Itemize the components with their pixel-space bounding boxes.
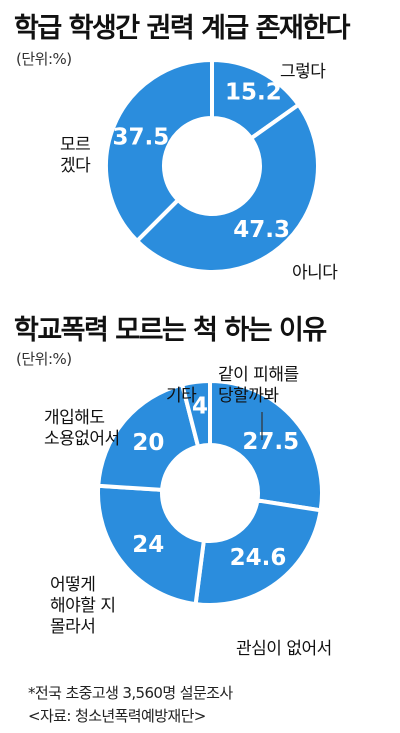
slice-1 (134, 101, 320, 274)
slice-value-label-0: 15.2 (225, 80, 282, 106)
slice-value-label-0: 27.5 (242, 429, 299, 455)
slice-category-label-2: 모르 겠다 (60, 135, 91, 176)
chart2-title: 학교폭력 모르는 척 하는 이유 (14, 315, 327, 346)
slice-2 (96, 483, 207, 607)
footer-source: <자료: 청소년폭력예방재단> (28, 707, 206, 725)
chart2-donut: 27.5 같이 피해를 당할까봐 24.6 관심이 없어서 24 어떻게 해야할 지 몰라서 20… (44, 365, 332, 659)
slice-value-label-2: 24 (132, 532, 164, 558)
slice-category-label-2: 어떻게 해야할 지 몰라서 (50, 575, 115, 637)
slice-category-label-1: 아니다 (292, 263, 338, 283)
slice-0 (208, 378, 324, 513)
slice-category-label-0: 그렇다 (280, 62, 326, 82)
slice-category-label-4: 기타 (166, 386, 197, 406)
chart2-unit-label: (단위:%) (16, 350, 72, 368)
slice-4 (179, 378, 212, 449)
footer-note: *전국 초중고생 3,560명 설문조사 (28, 684, 233, 702)
slice-value-label-4: 4 (192, 394, 208, 420)
slice-value-label-2: 37.5 (112, 125, 169, 151)
slice-category-label-3: 개입해도 소용없어서 (44, 408, 120, 449)
slice-1 (193, 498, 323, 607)
chart1-title: 학급 학생간 권력 계급 존재한다 (14, 13, 351, 44)
slice-category-label-0: 같이 피해를 당할까봐 (218, 365, 299, 406)
chart1-unit-label: (단위:%) (16, 50, 72, 68)
slice-3 (96, 382, 201, 493)
slice-category-label-1: 관심이 없어서 (236, 639, 332, 659)
slice-value-label-1: 24.6 (230, 545, 287, 571)
slice-2 (104, 57, 214, 244)
slice-value-label-1: 47.3 (233, 217, 290, 243)
slice-value-label-3: 20 (132, 430, 164, 456)
